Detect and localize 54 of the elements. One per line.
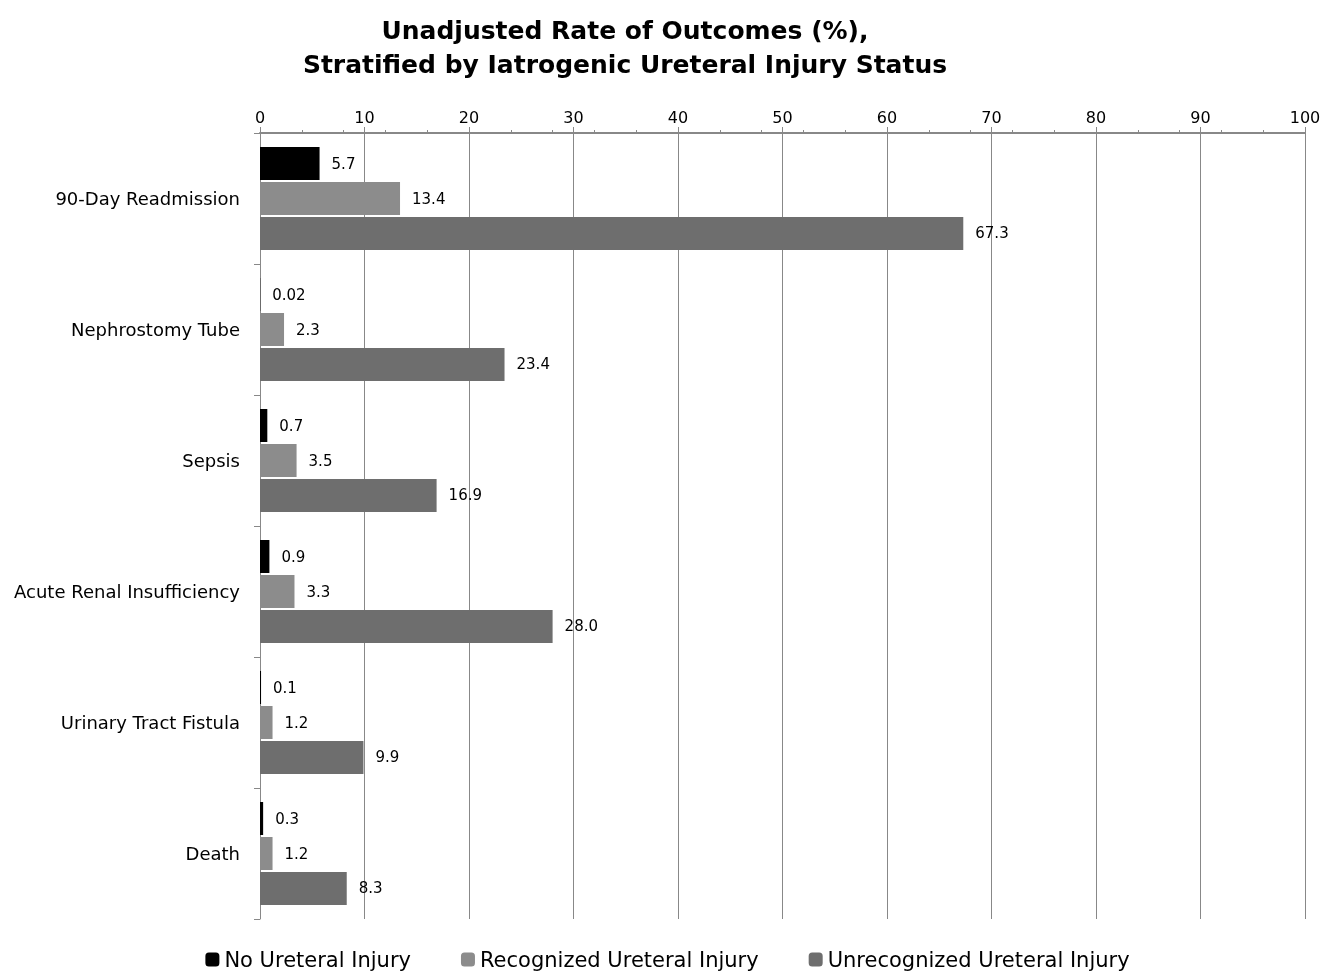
data-label: 2.3 (296, 320, 320, 339)
data-label: 0.3 (275, 809, 299, 828)
x-tick-label: 70 (981, 107, 1002, 127)
chart-title: Unadjusted Rate of Outcomes (%), Stratified by Iatrogenic Ureteral Injury Status (302, 15, 948, 79)
x-tick-label: 10 (354, 107, 375, 127)
data-label: 0.7 (279, 416, 304, 435)
x-tick-label: 100 (1289, 107, 1321, 127)
x-tick-label: 40 (667, 107, 689, 127)
x-tick-label: 20 (458, 107, 480, 127)
bar (260, 740, 364, 774)
x-tick-label: 0 (254, 107, 266, 127)
data-label: 0.02 (272, 285, 306, 304)
y-tick-label: Sepsis (182, 450, 240, 471)
bar (260, 478, 437, 512)
data-label: 16.9 (448, 486, 483, 505)
data-label: 3.3 (306, 582, 331, 601)
x-tick-label: 80 (1085, 107, 1107, 127)
bar (260, 837, 273, 870)
x-tick-label: 90 (1190, 107, 1211, 127)
bar (260, 147, 320, 181)
data-label: 0.9 (281, 547, 306, 566)
bar (260, 216, 964, 250)
y-tick-label: Urinary Tract Fistula (60, 712, 240, 733)
bar (260, 540, 270, 574)
bar (260, 802, 264, 836)
bar (260, 347, 505, 381)
legend-label: Unrecognized Ureteral Injury (827, 947, 1130, 972)
bar (260, 871, 347, 905)
x-tick-label: 60 (876, 107, 898, 127)
data-label: 1.2 (284, 844, 309, 863)
bar (260, 409, 268, 443)
data-label: 23.4 (516, 355, 550, 374)
data-label: 9.9 (375, 748, 400, 767)
bar (260, 575, 295, 608)
bar (260, 609, 553, 643)
data-label: 67.3 (975, 224, 1009, 243)
data-label: 13.4 (412, 189, 446, 208)
bar (260, 706, 273, 739)
legend-label: Recognized Ureteral Injury (479, 947, 759, 972)
x-tick-label: 30 (563, 107, 584, 127)
data-label: 1.2 (284, 713, 309, 732)
x-tick-label: 50 (772, 107, 793, 127)
bar (260, 313, 285, 346)
bar (260, 444, 297, 477)
data-label: 0.1 (273, 678, 297, 697)
data-label: 8.3 (358, 879, 383, 898)
y-tick-label: Death (185, 843, 240, 864)
data-label: 3.5 (308, 451, 333, 470)
legend-label: No Ureteral Injury (224, 947, 411, 972)
y-tick-label: Nephrostomy Tube (71, 319, 240, 340)
y-tick-label: 90-Day Readmission (55, 188, 240, 209)
data-label: 28.0 (564, 617, 599, 636)
y-tick-label: Acute Renal Insufficiency (14, 581, 241, 602)
data-label: 5.7 (331, 154, 356, 173)
